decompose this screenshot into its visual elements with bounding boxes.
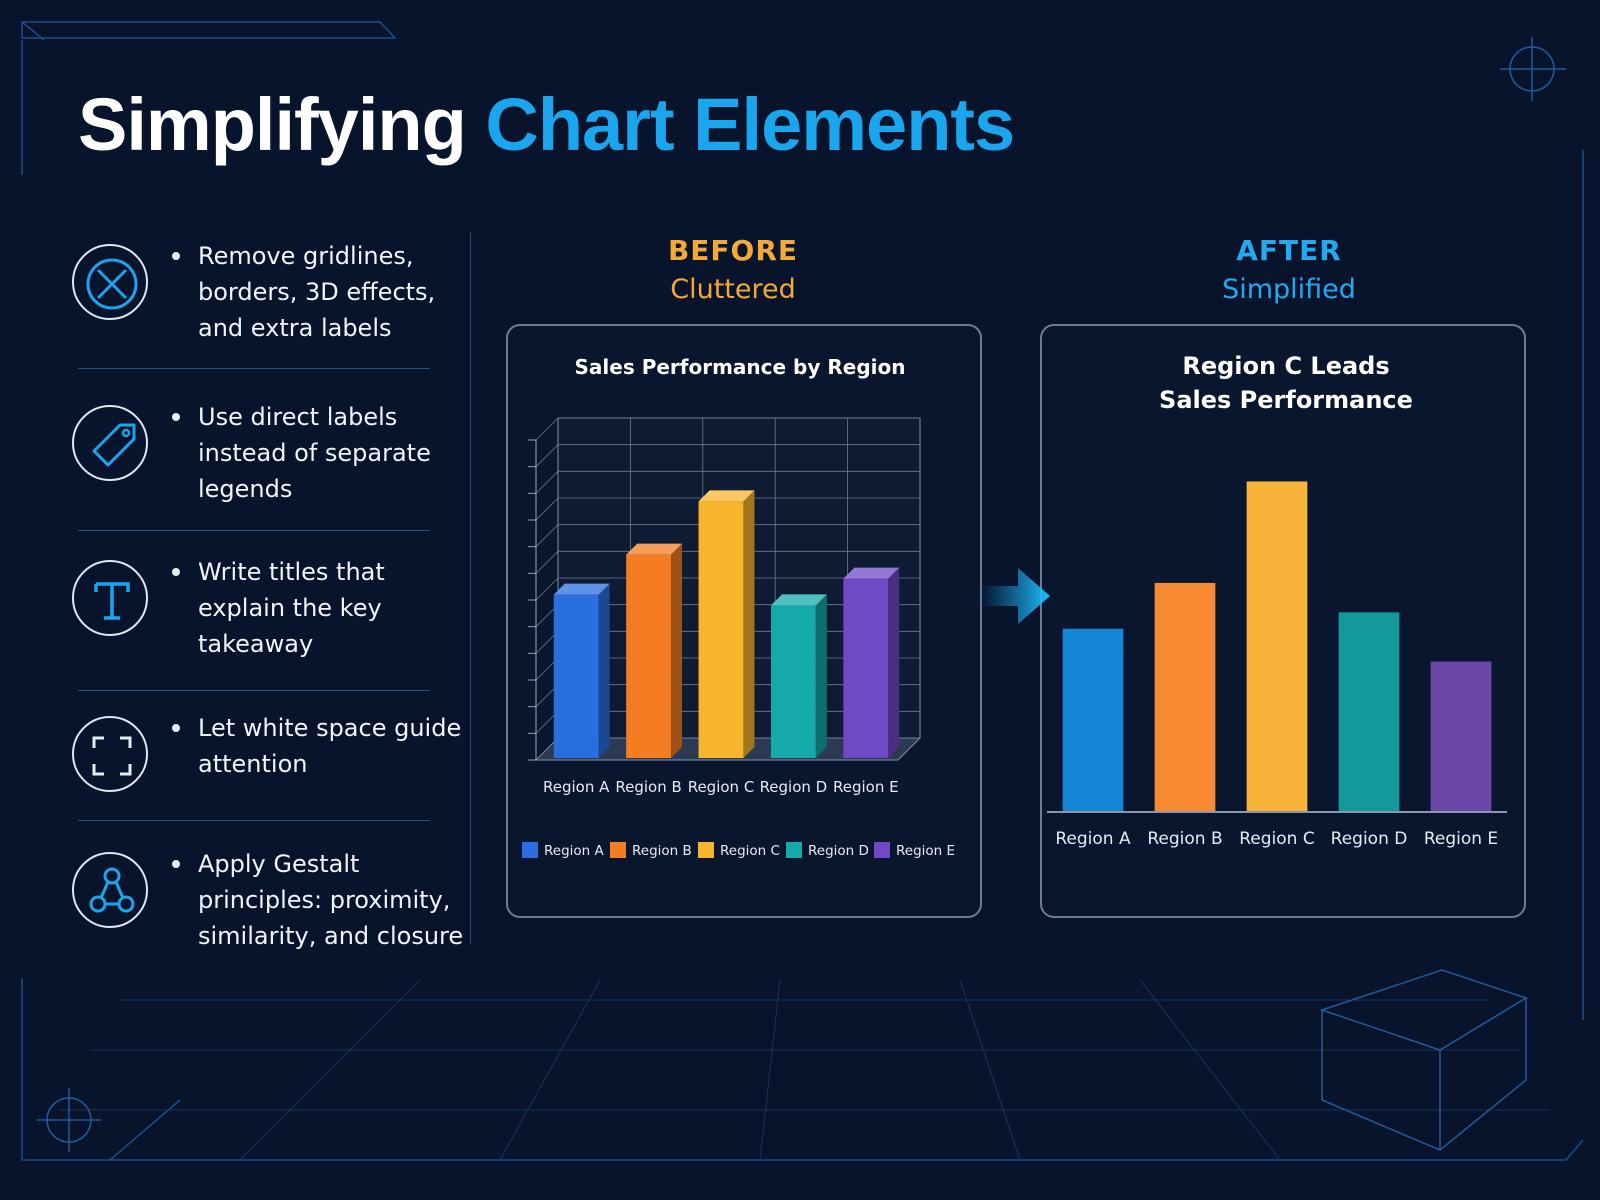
bullet-dot xyxy=(172,568,180,576)
after-bar xyxy=(1154,582,1216,811)
before-bar xyxy=(843,567,900,758)
before-chart-legend: Region A Region B Region C Region D Region E xyxy=(522,842,955,859)
tip-text: Use direct labels instead of separate le… xyxy=(198,403,431,503)
legend-swatch xyxy=(698,842,714,858)
before-x-tick-label: Region D xyxy=(760,778,828,796)
legend-entry: Region B xyxy=(632,843,692,859)
circle-x-icon xyxy=(72,244,148,320)
tip-gestalt: Apply Gestalt principles: proximity, sim… xyxy=(72,850,472,950)
title-part-2: Chart Elements xyxy=(485,83,1015,166)
after-bar xyxy=(1246,481,1308,811)
tip-text: Remove gridlines, borders, 3D effects, a… xyxy=(198,242,436,342)
before-x-tick-label: Region E xyxy=(833,778,899,796)
after-bar xyxy=(1062,628,1124,811)
after-x-tick-label: Region C xyxy=(1239,829,1314,849)
tip-separator xyxy=(78,530,430,531)
legend-entry: Region E xyxy=(896,843,955,859)
after-x-tick-label: Region E xyxy=(1424,829,1498,849)
after-x-tick-label: Region D xyxy=(1331,829,1408,849)
before-x-tick-label: Region B xyxy=(615,778,681,796)
after-subheading: Simplified xyxy=(1222,274,1356,305)
tip-titles: Write titles that explain the key takeaw… xyxy=(72,558,472,658)
title-t-icon xyxy=(72,560,148,636)
legend-swatch xyxy=(522,842,538,858)
before-after-arrow-icon xyxy=(980,568,1050,624)
before-bar xyxy=(698,490,755,758)
legend-swatch xyxy=(786,842,802,858)
tip-text: Let white space guide attention xyxy=(198,714,462,778)
before-bar xyxy=(553,583,610,758)
after-x-tick-label: Region B xyxy=(1147,829,1222,849)
white-space-frame-icon xyxy=(72,716,148,792)
tip-text: Write titles that explain the key takeaw… xyxy=(198,558,385,658)
legend-entry: Region C xyxy=(720,843,780,859)
title-part-1: Simplifying xyxy=(78,83,467,166)
tip-separator xyxy=(78,368,430,369)
before-x-tick-label: Region A xyxy=(543,778,610,796)
before-x-tick-label: Region C xyxy=(688,778,755,796)
after-heading: AFTER xyxy=(1236,234,1342,267)
tip-white-space: Let white space guide attention xyxy=(72,714,472,806)
before-heading: BEFORE xyxy=(667,234,799,267)
tip-remove-clutter: Remove gridlines, borders, 3D effects, a… xyxy=(72,242,472,342)
network-nodes-icon xyxy=(72,852,148,928)
column-divider xyxy=(470,232,471,944)
legend-swatch xyxy=(610,842,626,858)
tip-text: Apply Gestalt principles: proximity, sim… xyxy=(198,850,464,950)
tip-direct-labels: Use direct labels instead of separate le… xyxy=(72,403,472,503)
tag-icon xyxy=(72,405,148,481)
bullet-dot xyxy=(172,860,180,868)
legend-entry: Region D xyxy=(808,843,869,859)
bullet-dot xyxy=(172,413,180,421)
bullet-dot xyxy=(172,724,180,732)
after-chart: Region C Leads Sales Performance Region A R… xyxy=(1047,352,1507,849)
after-bar xyxy=(1338,612,1400,811)
after-chart-title: Region C Leads Sales Performance xyxy=(1159,352,1413,414)
before-chart-title: Sales Performance by Region xyxy=(575,355,906,379)
legend-entry: Region A xyxy=(544,843,605,859)
page-title: Simplifying Chart Elements xyxy=(78,82,1015,167)
after-x-tick-label: Region A xyxy=(1055,829,1131,849)
before-bar xyxy=(770,594,827,758)
bullet-dot xyxy=(172,252,180,260)
before-subheading: Cluttered xyxy=(670,274,796,305)
before-bar xyxy=(626,543,683,758)
tip-separator xyxy=(78,690,430,691)
legend-swatch xyxy=(874,842,890,858)
after-bar xyxy=(1430,661,1492,811)
tip-separator xyxy=(78,820,430,821)
